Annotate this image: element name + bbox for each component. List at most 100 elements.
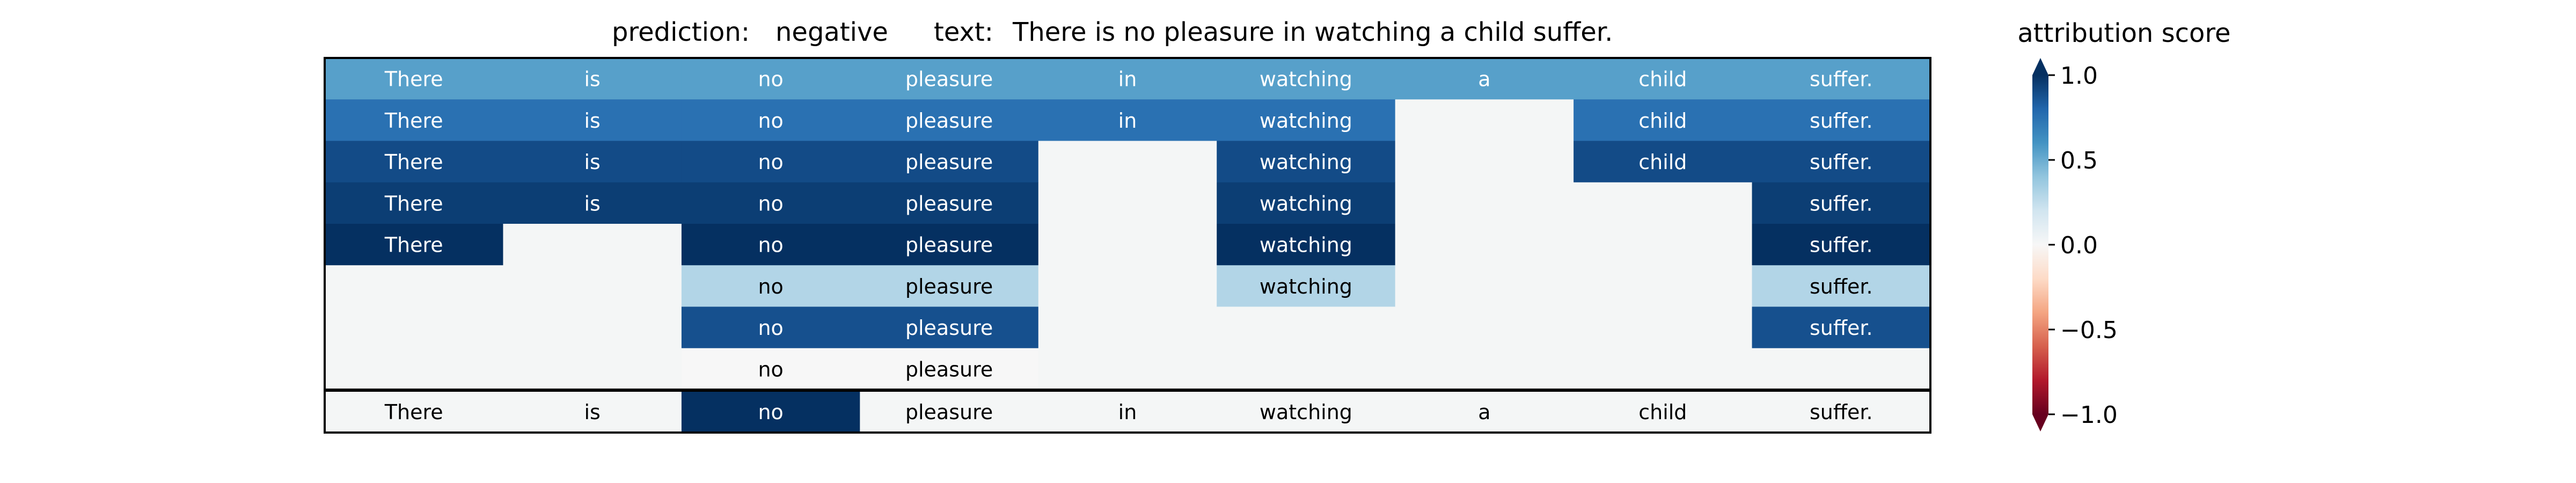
cell-token-label: suffer. bbox=[1810, 316, 1873, 340]
colorbar-gradient bbox=[2032, 75, 2048, 414]
cell-token-label: child bbox=[1638, 150, 1687, 174]
heatmap-cell bbox=[325, 58, 503, 100]
summary-token-label: suffer. bbox=[1810, 400, 1873, 424]
heatmap-cell bbox=[325, 348, 503, 390]
heatmap-cell bbox=[1395, 99, 1574, 141]
cell-token-label: suffer. bbox=[1810, 275, 1873, 298]
heatmap-cell bbox=[681, 99, 860, 141]
summary-cell bbox=[860, 391, 1039, 433]
heatmap-cell bbox=[1038, 265, 1217, 307]
summary-cell bbox=[1395, 391, 1574, 433]
cell-token-label: pleasure bbox=[905, 275, 993, 298]
heatmap-summary-frame bbox=[324, 390, 1931, 434]
heatmap-cell bbox=[1217, 265, 1396, 307]
heatmap-cell bbox=[860, 58, 1039, 100]
heatmap-cell bbox=[1395, 348, 1574, 390]
cell-token-label: no bbox=[758, 275, 783, 298]
cell-token-label: is bbox=[584, 109, 600, 133]
heatmap-cell bbox=[1038, 141, 1217, 183]
heatmap-cell bbox=[325, 306, 503, 349]
heatmap-cell bbox=[1574, 306, 1753, 349]
heatmap-cell bbox=[1752, 224, 1931, 266]
cell-token-label: suffer. bbox=[1810, 233, 1873, 257]
heatmap-cell bbox=[503, 265, 682, 307]
colorbar-extend-min-arrow bbox=[2032, 414, 2048, 431]
summary-token-label: in bbox=[1118, 400, 1137, 424]
heatmap-cell bbox=[1038, 224, 1217, 266]
heatmap-cell bbox=[1038, 306, 1217, 349]
heatmap-cell bbox=[1395, 265, 1574, 307]
prediction-value: negative bbox=[775, 17, 888, 47]
cell-token-label: pleasure bbox=[905, 357, 993, 381]
heatmap-cell bbox=[1217, 224, 1396, 266]
heatmap-cell bbox=[1752, 306, 1931, 349]
summary-token-label: watching bbox=[1260, 400, 1352, 424]
heatmap-cell bbox=[325, 224, 503, 266]
colorbar-tick-label: 0.0 bbox=[2060, 232, 2098, 259]
colorbar-tick-label: −0.5 bbox=[2060, 317, 2118, 344]
summary-cell bbox=[1752, 391, 1931, 433]
heatmap-cell bbox=[1038, 182, 1217, 224]
cell-token-label: suffer. bbox=[1810, 192, 1873, 215]
heatmap-cell bbox=[1038, 348, 1217, 390]
heatmap-cell bbox=[1752, 58, 1931, 100]
cell-token-label: suffer. bbox=[1810, 150, 1873, 174]
heatmap-cell bbox=[1574, 58, 1753, 100]
heatmap-cell bbox=[503, 141, 682, 183]
cell-token-label: child bbox=[1638, 68, 1687, 91]
heatmap-cell bbox=[860, 141, 1039, 183]
heatmap-cell bbox=[860, 265, 1039, 307]
cell-token-label: child bbox=[1638, 109, 1687, 133]
cell-token-label: in bbox=[1118, 109, 1137, 133]
cell-token-label: in bbox=[1118, 68, 1137, 91]
text-label: text: bbox=[934, 17, 993, 47]
heatmap-cell bbox=[681, 348, 860, 390]
cell-token-label: pleasure bbox=[905, 109, 993, 133]
heatmap-cell bbox=[681, 182, 860, 224]
cell-token-label: pleasure bbox=[905, 68, 993, 91]
summary-token-label: a bbox=[1478, 400, 1490, 424]
heatmap-cell bbox=[503, 224, 682, 266]
cell-token-label: watching bbox=[1260, 275, 1352, 298]
cell-token-label: no bbox=[758, 109, 783, 133]
heatmap-cell bbox=[860, 99, 1039, 141]
summary-cell bbox=[1574, 391, 1753, 433]
heatmap-cell bbox=[1217, 141, 1396, 183]
colorbar-tick-label: 1.0 bbox=[2060, 62, 2098, 90]
cell-token-label: pleasure bbox=[905, 233, 993, 257]
heatmap-cell bbox=[1395, 306, 1574, 349]
cell-token-label: no bbox=[758, 68, 783, 91]
summary-token-label: child bbox=[1638, 400, 1687, 424]
heatmap-cell bbox=[1038, 99, 1217, 141]
cell-token-label: watching bbox=[1260, 109, 1352, 133]
summary-cell bbox=[1038, 391, 1217, 433]
summary-cell bbox=[1217, 391, 1396, 433]
heatmap-cell bbox=[1574, 141, 1753, 183]
heatmap-cell bbox=[1217, 182, 1396, 224]
cell-token-label: pleasure bbox=[905, 192, 993, 215]
heatmap-cell bbox=[1217, 99, 1396, 141]
heatmap-cell bbox=[1752, 265, 1931, 307]
heatmap-cell bbox=[681, 58, 860, 100]
heatmap-summary-row: There is no pleasure in watching a child suffer. bbox=[325, 391, 1931, 433]
cell-token-label: watching bbox=[1260, 150, 1352, 174]
cell-token-label: There bbox=[384, 192, 443, 215]
heatmap-main: There is no pleasure in watching a child suffer.… bbox=[325, 58, 1931, 390]
heatmap-cell bbox=[503, 99, 682, 141]
heatmap-cell bbox=[1574, 99, 1753, 141]
heatmap-cell bbox=[1752, 141, 1931, 183]
heatmap-cell bbox=[1217, 58, 1396, 100]
cell-token-label: pleasure bbox=[905, 316, 993, 340]
colorbar: 1.0 0.5 0.0 −0.5 −1.0 bbox=[2032, 58, 2118, 431]
cell-token-label: There bbox=[384, 150, 443, 174]
heatmap-cell bbox=[325, 265, 503, 307]
heatmap-cell bbox=[1217, 348, 1396, 390]
heatmap-cell bbox=[325, 141, 503, 183]
cell-token-label: watching bbox=[1260, 68, 1352, 91]
cell-token-label: no bbox=[758, 150, 783, 174]
heatmap-cell bbox=[1574, 348, 1753, 390]
cell-token-label: There bbox=[384, 109, 443, 133]
colorbar-tick-label: −1.0 bbox=[2060, 401, 2118, 429]
summary-cell bbox=[681, 391, 860, 433]
